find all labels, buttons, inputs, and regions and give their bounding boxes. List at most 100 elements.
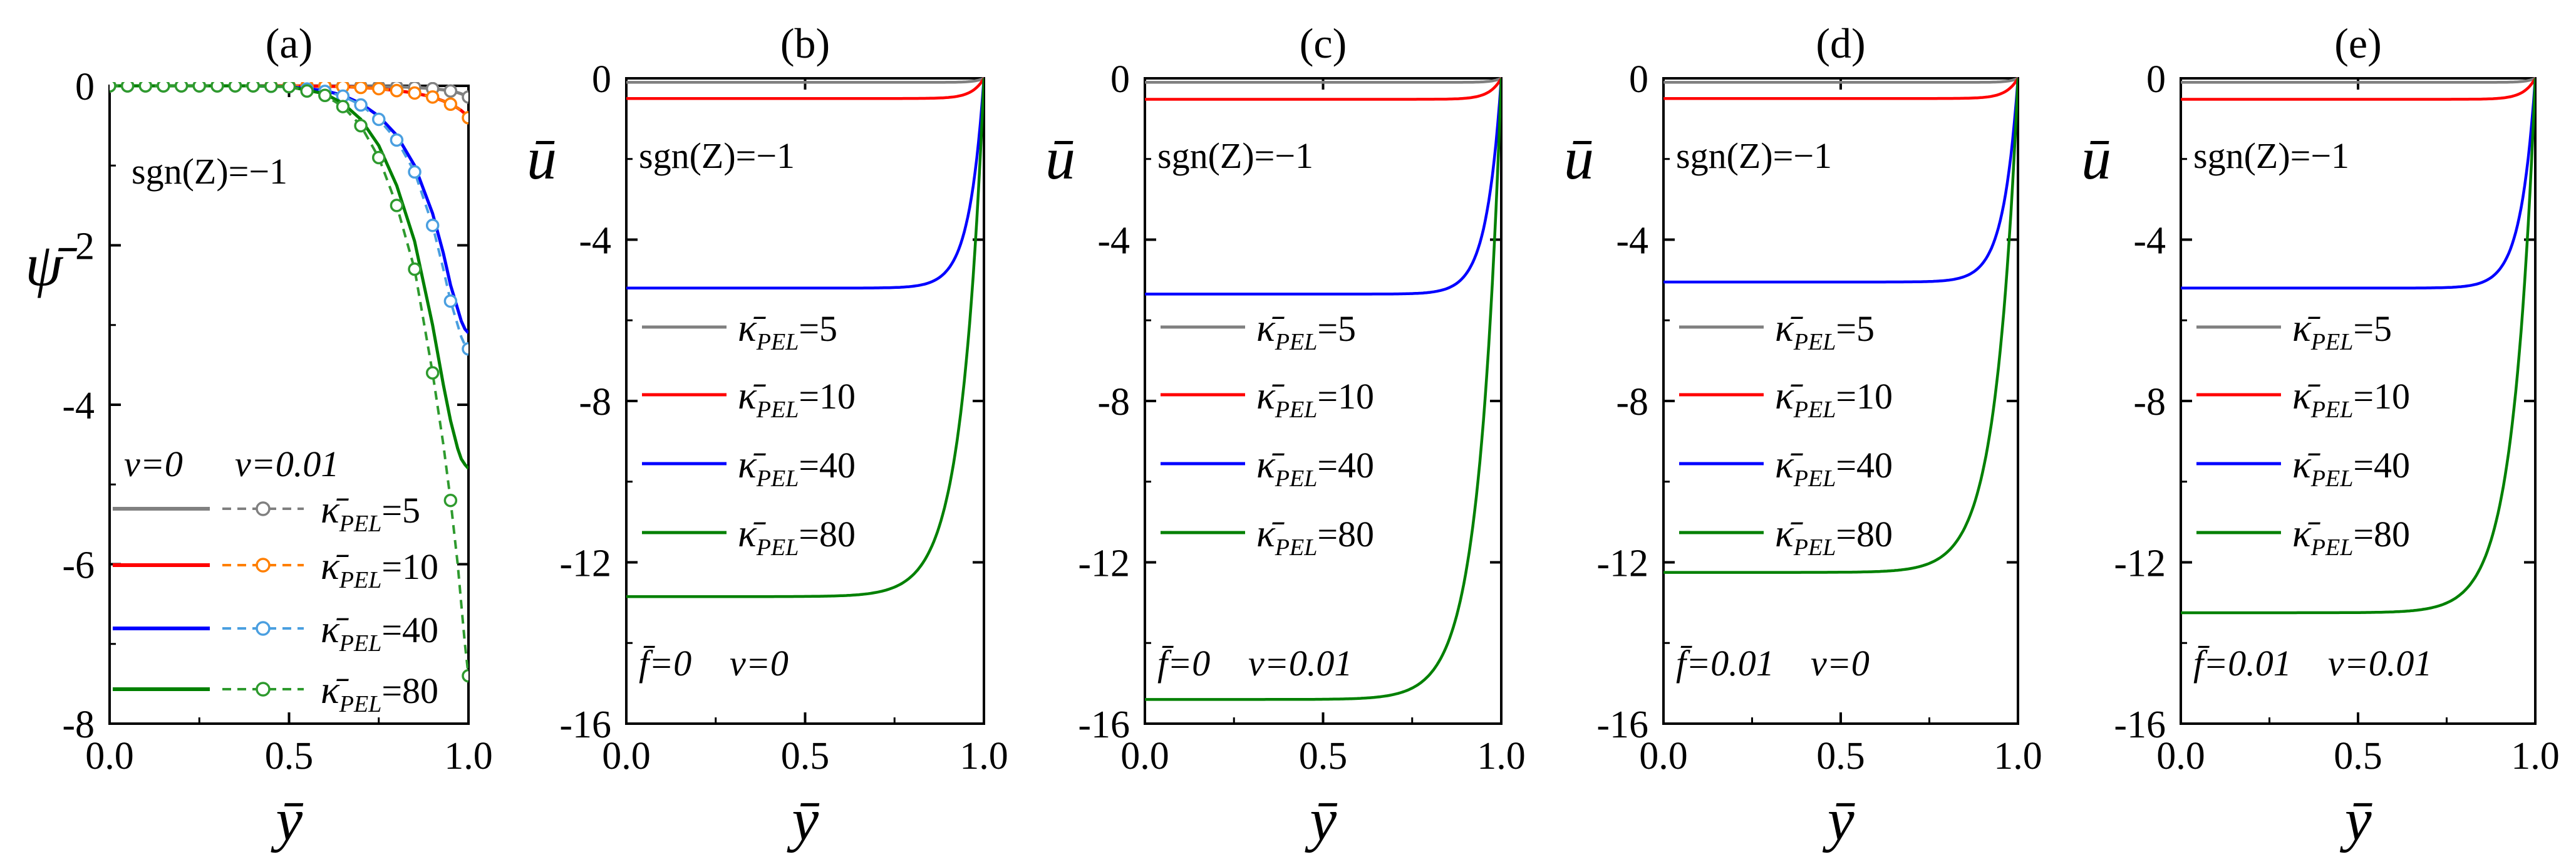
y-axis-label: ū bbox=[1045, 125, 1075, 192]
legend-label-1: κ̄PEL=10 bbox=[1256, 375, 1374, 423]
y-tick-label: -4 bbox=[2133, 220, 2166, 263]
x-tick-label: 0.0 bbox=[2156, 735, 2205, 778]
series-marker bbox=[443, 97, 458, 112]
series-marker bbox=[443, 84, 458, 98]
legend-header-nu0: ν=0 bbox=[124, 444, 183, 484]
param-nu: ν=0 bbox=[730, 643, 789, 684]
y-tick-label: -16 bbox=[2114, 704, 2166, 746]
legend-label-0: κ̄PEL=5 bbox=[321, 489, 420, 537]
annotation-sgn: sgn(Z)=−1 bbox=[132, 151, 287, 192]
legend-marker bbox=[256, 621, 271, 636]
y-tick-label: -4 bbox=[579, 220, 611, 263]
series-marker bbox=[390, 199, 404, 212]
series-line bbox=[1145, 77, 1501, 101]
y-tick-label: -4 bbox=[1097, 220, 1130, 263]
y-tick-label: -4 bbox=[62, 385, 95, 427]
y-tick-label: -12 bbox=[1078, 543, 1130, 585]
panel-c: (c) 0.0 0.5 1.0 0 -4 -8 -12 -16 ȳ ū sgn(Z)=−1 κ̄PE… bbox=[1045, 19, 1526, 853]
legend-label-1: κ̄PEL=10 bbox=[738, 375, 856, 423]
legend: ν=0 ν=0.01 κ̄PEL=5 κ̄PEL=10 κ̄PEL=40 κ̄PEL=80 bbox=[113, 444, 438, 717]
legend: κ̄PEL=5 κ̄PEL=10 κ̄PEL=40 κ̄PEL=80 bbox=[1679, 307, 1893, 561]
y-tick-label: -16 bbox=[1078, 704, 1130, 746]
series-marker bbox=[300, 84, 314, 98]
x-tick-label: 1.0 bbox=[2511, 735, 2560, 778]
series-line bbox=[626, 76, 984, 84]
x-tick-label: 0.0 bbox=[1639, 735, 1688, 778]
legend: κ̄PEL=5 κ̄PEL=10 κ̄PEL=40 κ̄PEL=80 bbox=[2196, 307, 2410, 561]
series-line bbox=[1145, 78, 1501, 296]
series-marker bbox=[138, 82, 153, 93]
plot-area bbox=[1663, 76, 2018, 574]
y-tick-label: -4 bbox=[1616, 220, 1648, 263]
y-tick-label: 0 bbox=[75, 66, 95, 108]
annotation-sgn: sgn(Z)=−1 bbox=[1157, 135, 1313, 176]
series-marker bbox=[192, 82, 206, 93]
series-line bbox=[626, 78, 984, 289]
y-tick-label: -16 bbox=[559, 704, 611, 746]
legend-label-3: κ̄PEL=80 bbox=[2292, 513, 2410, 561]
series-marker bbox=[372, 112, 386, 127]
x-tick-label: 0.0 bbox=[85, 735, 134, 778]
series-marker bbox=[246, 82, 260, 93]
legend-label-2: κ̄PEL=40 bbox=[1256, 444, 1374, 492]
series-line bbox=[2181, 78, 2535, 615]
annotation-sgn: sgn(Z)=−1 bbox=[639, 135, 795, 176]
series-line bbox=[1663, 77, 2018, 100]
legend-label-1: κ̄PEL=10 bbox=[321, 545, 438, 593]
legend-label-2: κ̄PEL=40 bbox=[321, 608, 438, 657]
annotation-sgn: sgn(Z)=−1 bbox=[2193, 135, 2349, 176]
x-axis-label: ȳ bbox=[1823, 786, 1856, 853]
x-tick-label: 1.0 bbox=[444, 735, 493, 778]
param-f: f̄=0.01 bbox=[2193, 643, 2292, 684]
legend-marker bbox=[256, 682, 271, 697]
y-tick-label: 0 bbox=[1110, 58, 1130, 101]
y-tick-label: -16 bbox=[1596, 704, 1648, 746]
series-marker bbox=[408, 262, 422, 276]
series-marker bbox=[354, 98, 368, 112]
param-f: f̄=0 bbox=[639, 643, 691, 684]
series-marker bbox=[354, 118, 368, 133]
y-tick-label: -8 bbox=[1616, 381, 1648, 424]
series-marker bbox=[390, 133, 404, 147]
series-marker bbox=[210, 82, 224, 93]
series-line-nu0 bbox=[110, 84, 468, 470]
series-marker bbox=[425, 90, 440, 104]
series-marker bbox=[462, 342, 468, 356]
legend-header-nu001: ν=0.01 bbox=[235, 444, 339, 484]
panel-d: (d) 0.0 0.5 1.0 0 -4 -8 -12 -16 ȳ ū sgn(Z)=−1 κ̄PE… bbox=[1564, 19, 2042, 853]
x-tick-label: 0.0 bbox=[1120, 735, 1169, 778]
y-axis-label: ū bbox=[527, 125, 557, 192]
legend-label-2: κ̄PEL=40 bbox=[2292, 444, 2410, 492]
series-marker bbox=[318, 88, 332, 103]
x-tick-label: 0.5 bbox=[1299, 735, 1348, 778]
series-line-nu0 bbox=[110, 84, 468, 335]
series-line bbox=[1145, 78, 1501, 701]
series-marker bbox=[120, 82, 135, 93]
series-line bbox=[1663, 78, 2018, 574]
y-tick-label: 0 bbox=[592, 58, 611, 101]
series-marker bbox=[174, 82, 189, 93]
panel-label: (c) bbox=[1300, 19, 1347, 67]
series-line bbox=[1663, 76, 2018, 84]
x-tick-label: 0.5 bbox=[2334, 735, 2382, 778]
series-marker bbox=[390, 83, 404, 98]
legend-marker bbox=[256, 501, 271, 516]
plot-area bbox=[110, 82, 468, 683]
series-marker bbox=[157, 82, 170, 93]
x-tick-label: 1.0 bbox=[960, 735, 1008, 778]
plot-area bbox=[1145, 76, 1501, 701]
panel-label: (a) bbox=[266, 19, 313, 67]
panel-e: (e) 0.0 0.5 1.0 0 -4 -8 -12 -16 ȳ ū sgn(Z)=−1 κ̄PE… bbox=[2081, 19, 2560, 853]
param-nu: ν=0.01 bbox=[1248, 643, 1352, 684]
x-tick-label: 1.0 bbox=[1477, 735, 1526, 778]
legend-label-3: κ̄PEL=80 bbox=[1775, 513, 1893, 561]
legend-label-3: κ̄PEL=80 bbox=[738, 513, 856, 561]
legend-label-1: κ̄PEL=10 bbox=[2292, 375, 2410, 423]
y-axis-label: ū bbox=[2081, 125, 2111, 192]
series-line bbox=[626, 78, 984, 598]
x-tick-label: 0.5 bbox=[781, 735, 830, 778]
series-marker bbox=[264, 82, 278, 93]
series-line bbox=[626, 77, 984, 100]
y-tick-label: -8 bbox=[2133, 381, 2166, 424]
series-marker bbox=[372, 82, 386, 96]
